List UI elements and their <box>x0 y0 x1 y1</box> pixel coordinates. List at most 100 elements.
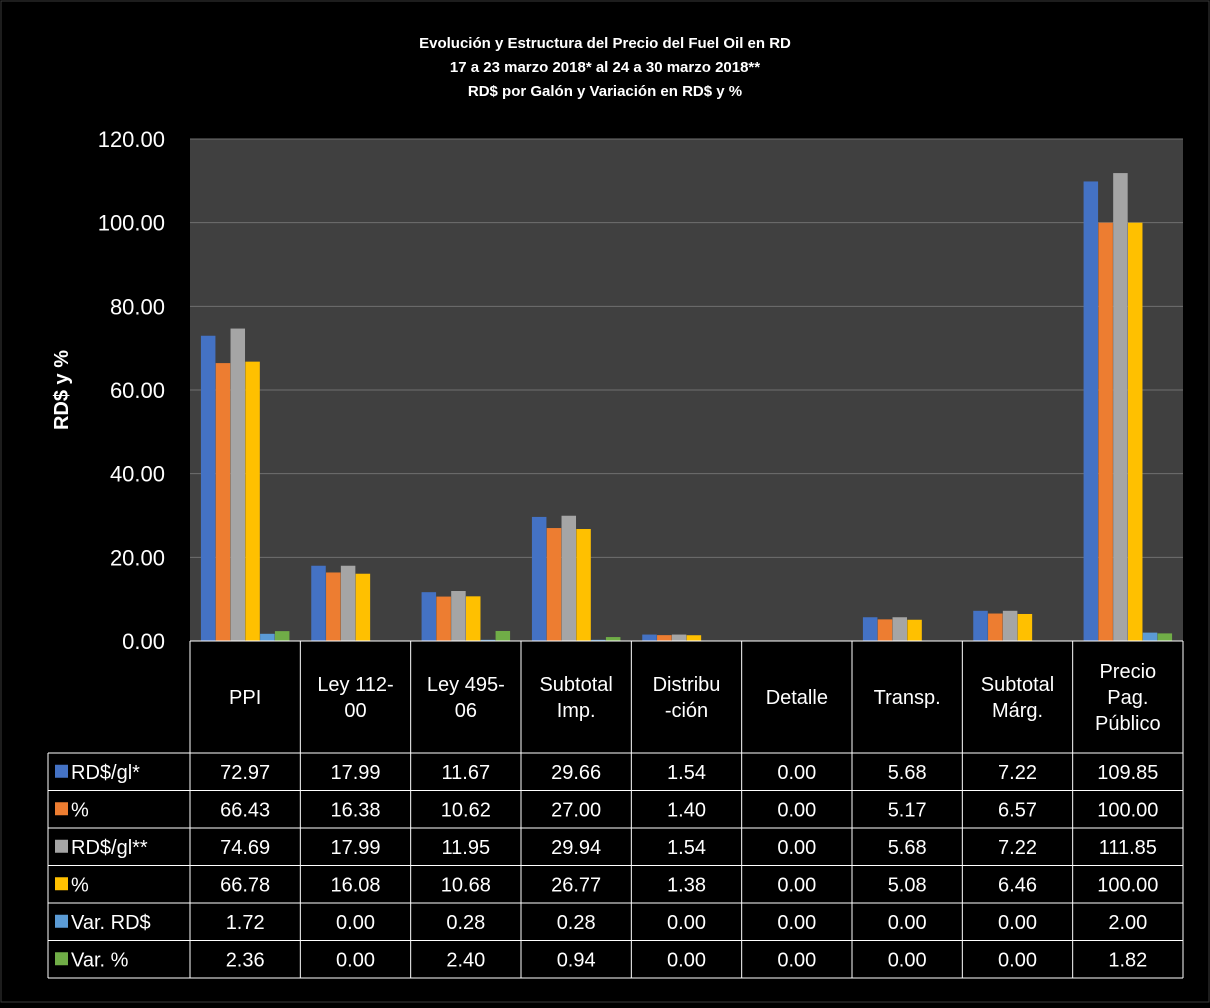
data-label: 2.00 <box>1108 912 1147 934</box>
data-label: 1.82 <box>1108 949 1147 971</box>
bar <box>907 619 922 641</box>
data-label: 0.00 <box>777 799 816 821</box>
bar <box>686 635 702 641</box>
bar <box>480 639 496 641</box>
data-label: 1.72 <box>226 912 265 934</box>
legend-entry: % <box>71 799 89 821</box>
category-label: Ley 495- <box>427 674 505 696</box>
data-label: 0.00 <box>336 949 375 971</box>
data-label: 2.36 <box>226 949 265 971</box>
bar <box>546 528 562 641</box>
data-label: 0.00 <box>777 762 816 784</box>
y-tick-label: 80.00 <box>110 294 165 319</box>
bar <box>200 335 216 641</box>
data-label: 74.69 <box>220 837 270 859</box>
category-label: Distribu <box>653 674 721 696</box>
data-label: 2.40 <box>446 949 485 971</box>
bar <box>605 637 621 641</box>
category-label: -ción <box>665 700 708 722</box>
bar <box>355 573 371 641</box>
bar <box>531 516 547 641</box>
data-label: 16.38 <box>330 799 380 821</box>
data-label: 0.00 <box>777 837 816 859</box>
data-label: 0.00 <box>777 912 816 934</box>
data-label: 29.66 <box>551 762 601 784</box>
bar <box>1127 222 1143 642</box>
category-label: Imp. <box>557 700 596 722</box>
y-tick-label: 120.00 <box>98 127 165 152</box>
data-label: 5.68 <box>888 762 927 784</box>
data-label: 0.28 <box>557 912 596 934</box>
data-label: 1.54 <box>667 837 706 859</box>
bar <box>1142 632 1158 641</box>
chart-title-line: 17 a 23 marzo 2018* al 24 a 30 marzo 201… <box>450 59 760 76</box>
bar <box>215 363 231 641</box>
data-label: 0.94 <box>557 949 596 971</box>
bar <box>642 634 657 641</box>
data-label: 1.54 <box>667 762 706 784</box>
data-label: 10.62 <box>441 799 491 821</box>
chart-title: Evolución y Estructura del Precio del Fu… <box>419 35 791 100</box>
bar <box>892 617 908 641</box>
data-label: 29.94 <box>551 837 601 859</box>
data-label: 11.67 <box>442 762 491 784</box>
bar <box>436 596 451 641</box>
data-label: 0.00 <box>998 912 1037 934</box>
category-label: Transp. <box>874 687 941 709</box>
category-label: Ley 112- <box>317 674 393 696</box>
data-label: 0.00 <box>777 874 816 896</box>
bar <box>1017 613 1033 641</box>
category-label: 00 <box>344 700 366 722</box>
y-axis-label: RD$ y % <box>51 350 73 430</box>
bar <box>561 515 577 641</box>
y-tick-label: 40.00 <box>110 462 165 487</box>
bar <box>311 565 326 641</box>
category-label: Subtotal <box>981 674 1054 696</box>
y-tick-label: 0.00 <box>122 629 165 654</box>
data-label: 10.68 <box>441 874 491 896</box>
data-label: 27.00 <box>551 799 601 821</box>
category-label: Márg. <box>992 700 1043 722</box>
legend-key <box>55 764 68 778</box>
data-label: 0.28 <box>446 912 485 934</box>
data-label: 0.00 <box>888 949 927 971</box>
data-label: 0.00 <box>888 912 927 934</box>
y-tick-label: 20.00 <box>110 545 165 570</box>
data-label: 5.68 <box>888 837 927 859</box>
data-label: 66.43 <box>220 799 270 821</box>
category-label: Pag. <box>1107 687 1148 709</box>
data-label: 0.00 <box>998 949 1037 971</box>
data-label: 100.00 <box>1097 799 1158 821</box>
chart-title-line: Evolución y Estructura del Precio del Fu… <box>419 35 791 52</box>
bar <box>245 361 260 641</box>
bar <box>1113 173 1128 641</box>
bar <box>657 635 672 641</box>
data-label: 16.08 <box>330 874 380 896</box>
data-label: 72.97 <box>220 762 270 784</box>
bars <box>200 173 1173 642</box>
bar <box>671 634 687 641</box>
data-label: 6.46 <box>998 874 1037 896</box>
data-label: 7.22 <box>998 837 1037 859</box>
gridlines <box>190 138 1183 642</box>
data-label: 0.00 <box>667 912 706 934</box>
bar <box>1098 222 1113 642</box>
bar <box>1083 181 1099 641</box>
data-label: 1.38 <box>667 874 706 896</box>
bar <box>451 591 466 641</box>
data-label: 0.00 <box>777 949 816 971</box>
legend-key <box>55 802 68 816</box>
legend-key <box>55 952 68 966</box>
bar <box>326 572 341 641</box>
legend-entry: RD$/gl* <box>71 762 140 784</box>
bar <box>862 617 878 641</box>
legend-entry: Var. RD$ <box>71 912 151 934</box>
category-label: Detalle <box>766 687 828 709</box>
data-label: 0.00 <box>667 949 706 971</box>
data-label: 17.99 <box>330 837 380 859</box>
legend-entry: RD$/gl** <box>71 837 148 859</box>
data-table: PPI Ley 112- 00 Ley 495- 06 Subtotal Imp. Distr… <box>47 640 1184 979</box>
legend-key <box>55 839 68 853</box>
data-label: 6.57 <box>998 799 1037 821</box>
